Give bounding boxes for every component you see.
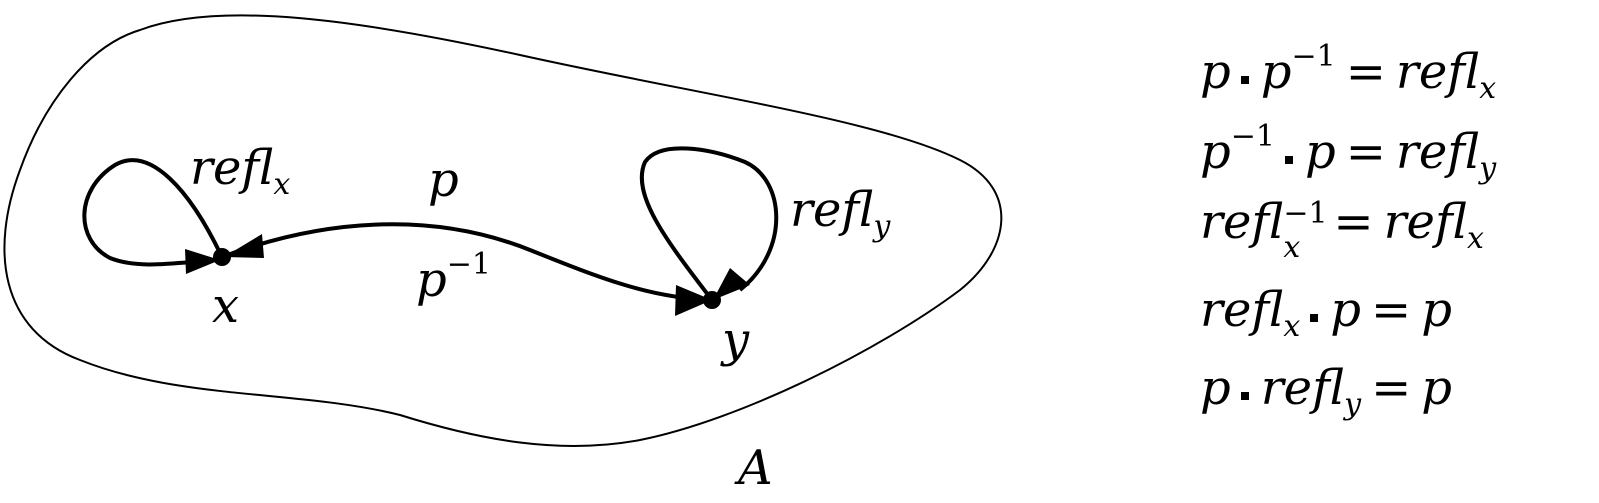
label-point-x: x: [212, 278, 239, 334]
equation-4: reflx p = p: [1200, 282, 1452, 344]
path-p: [221, 222, 713, 302]
equation-3: refl −1 x = reflx: [1200, 194, 1484, 265]
label-refl-x: reflx: [190, 140, 290, 202]
label-refl-y: refly: [790, 182, 891, 244]
loop-refl-y-arrowhead: [713, 268, 750, 300]
label-path-p: p: [428, 152, 459, 208]
equation-2: p−1 p = refly: [1200, 119, 1497, 186]
label-path-p-inverse: p−1: [416, 247, 491, 308]
point-x: [213, 248, 231, 266]
concat-dot: [1240, 76, 1249, 84]
concat-dot: [1284, 156, 1293, 164]
equation-1: p p−1 = reflx: [1200, 39, 1497, 106]
label-point-y: y: [720, 312, 750, 368]
space-A-outline: [3, 14, 1003, 447]
concat-dot: [1310, 314, 1319, 322]
equation-5: p refly = p: [1200, 360, 1453, 422]
loop-refl-x-arrowhead: [185, 249, 220, 274]
loop-refl-y: [639, 146, 779, 302]
label-space-A: A: [734, 440, 773, 496]
point-y: [703, 291, 721, 309]
path-p-arrowhead-at-y: [675, 285, 712, 316]
concat-dot: [1240, 392, 1249, 400]
path-p-inverse-arrowhead-at-x: [224, 234, 264, 258]
loop-refl-x: [82, 158, 224, 267]
